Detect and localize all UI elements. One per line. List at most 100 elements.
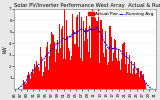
Bar bbox=[122, 44, 123, 89]
Bar bbox=[30, 79, 31, 89]
Bar bbox=[127, 73, 128, 89]
Bar bbox=[88, 52, 89, 89]
Bar bbox=[77, 15, 78, 89]
Bar bbox=[110, 26, 111, 89]
Bar bbox=[104, 19, 105, 89]
Bar bbox=[35, 68, 36, 89]
Bar bbox=[117, 61, 118, 89]
Bar bbox=[93, 12, 94, 89]
Bar bbox=[33, 73, 34, 89]
Bar bbox=[41, 57, 42, 89]
Bar bbox=[42, 76, 43, 89]
Bar bbox=[142, 75, 143, 89]
Bar bbox=[141, 71, 142, 89]
Bar bbox=[129, 55, 130, 89]
Bar bbox=[73, 30, 74, 89]
Bar bbox=[105, 31, 106, 89]
Bar bbox=[120, 70, 121, 89]
Bar bbox=[51, 32, 52, 89]
Bar bbox=[32, 69, 33, 89]
Bar bbox=[83, 21, 84, 89]
Bar bbox=[69, 51, 70, 89]
Bar bbox=[39, 71, 40, 89]
Bar bbox=[114, 38, 115, 89]
Bar bbox=[28, 72, 29, 89]
Bar bbox=[90, 58, 91, 89]
Bar bbox=[126, 52, 127, 89]
Bar bbox=[131, 71, 132, 89]
Legend: Actual Pwr, Running Avg: Actual Pwr, Running Avg bbox=[88, 11, 154, 17]
Bar bbox=[56, 42, 57, 89]
Bar bbox=[108, 62, 109, 89]
Bar bbox=[102, 29, 103, 89]
Bar bbox=[61, 45, 62, 89]
Bar bbox=[125, 64, 126, 89]
Bar bbox=[109, 26, 110, 89]
Bar bbox=[97, 21, 98, 89]
Bar bbox=[107, 65, 108, 89]
Bar bbox=[48, 70, 49, 89]
Bar bbox=[43, 59, 44, 89]
Bar bbox=[44, 61, 45, 89]
Bar bbox=[53, 35, 54, 89]
Bar bbox=[143, 74, 144, 89]
Bar bbox=[86, 41, 87, 89]
Y-axis label: kW: kW bbox=[3, 45, 8, 53]
Bar bbox=[84, 41, 85, 89]
Bar bbox=[113, 53, 114, 89]
Bar bbox=[106, 49, 107, 89]
Bar bbox=[92, 9, 93, 89]
Bar bbox=[144, 76, 145, 89]
Bar bbox=[62, 26, 63, 89]
Text: Solar PV/Inverter Performance West Array  Actual & Running Avg Power Output: Solar PV/Inverter Performance West Array… bbox=[14, 3, 160, 8]
Bar bbox=[89, 26, 90, 89]
Bar bbox=[64, 9, 65, 89]
Bar bbox=[63, 59, 64, 89]
Bar bbox=[25, 84, 26, 89]
Bar bbox=[121, 59, 122, 89]
Bar bbox=[75, 44, 76, 89]
Bar bbox=[24, 82, 25, 89]
Bar bbox=[115, 40, 116, 89]
Bar bbox=[45, 67, 46, 89]
Bar bbox=[137, 68, 138, 89]
Bar bbox=[98, 9, 99, 89]
Bar bbox=[81, 17, 82, 89]
Bar bbox=[139, 77, 140, 89]
Bar bbox=[116, 58, 117, 89]
Bar bbox=[80, 58, 81, 89]
Bar bbox=[60, 48, 61, 89]
Bar bbox=[49, 56, 50, 89]
Bar bbox=[40, 47, 41, 89]
Bar bbox=[85, 28, 86, 89]
Bar bbox=[66, 20, 67, 89]
Bar bbox=[96, 21, 97, 89]
Bar bbox=[68, 48, 69, 89]
Bar bbox=[132, 74, 133, 89]
Bar bbox=[140, 71, 141, 89]
Bar bbox=[65, 59, 66, 89]
Bar bbox=[82, 61, 83, 89]
Bar bbox=[99, 63, 100, 89]
Bar bbox=[136, 73, 137, 89]
Bar bbox=[38, 67, 39, 89]
Bar bbox=[124, 61, 125, 89]
Bar bbox=[58, 53, 59, 89]
Bar bbox=[100, 20, 101, 89]
Bar bbox=[46, 47, 47, 89]
Bar bbox=[101, 20, 102, 89]
Bar bbox=[111, 54, 112, 89]
Bar bbox=[27, 75, 28, 89]
Bar bbox=[29, 75, 30, 89]
Bar bbox=[138, 68, 139, 89]
Bar bbox=[57, 40, 58, 89]
Bar bbox=[123, 43, 124, 89]
Bar bbox=[37, 65, 38, 89]
Bar bbox=[118, 48, 119, 89]
Bar bbox=[145, 83, 146, 89]
Bar bbox=[103, 53, 104, 89]
Bar bbox=[34, 64, 35, 89]
Bar bbox=[74, 44, 75, 89]
Bar bbox=[52, 34, 53, 89]
Bar bbox=[59, 24, 60, 89]
